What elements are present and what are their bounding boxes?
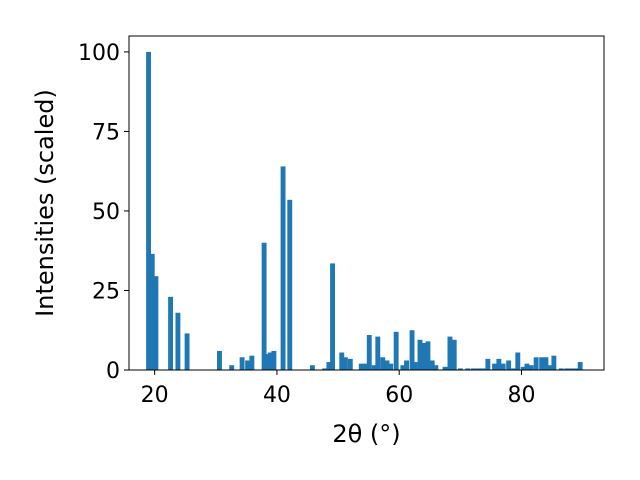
bar <box>577 362 583 370</box>
bar <box>271 350 277 370</box>
bar <box>543 357 549 370</box>
bar <box>465 368 471 370</box>
bar <box>524 363 530 370</box>
bar <box>485 358 491 370</box>
bar <box>409 330 415 370</box>
bar <box>149 253 155 370</box>
bar <box>564 368 570 370</box>
y-tick-label: 50 <box>92 200 120 225</box>
bar <box>239 357 245 370</box>
bar <box>388 363 394 370</box>
bar <box>371 365 377 370</box>
x-axis-ticks: 20 40 60 80 <box>141 370 535 408</box>
bar <box>547 365 553 370</box>
bar <box>347 358 353 370</box>
bar <box>496 358 502 370</box>
y-axis-ticks: 0 25 50 75 100 <box>78 41 129 384</box>
bar <box>425 341 431 370</box>
bar <box>433 365 439 370</box>
bar <box>551 355 557 370</box>
y-tick-label: 0 <box>106 359 120 384</box>
bar <box>280 166 286 370</box>
bar <box>375 336 381 370</box>
bar <box>249 355 255 370</box>
bar <box>342 357 348 370</box>
x-tick-label: 60 <box>385 383 413 408</box>
bar <box>261 242 267 370</box>
bar <box>400 365 406 370</box>
y-tick-label: 75 <box>92 120 120 145</box>
bar <box>175 312 181 370</box>
bar <box>267 352 273 370</box>
bar <box>421 342 427 370</box>
bars-group <box>146 51 583 371</box>
bar <box>384 360 390 370</box>
bar <box>475 368 481 370</box>
bar <box>457 368 463 370</box>
bar <box>153 276 159 370</box>
bar <box>362 363 368 370</box>
bar <box>366 335 372 370</box>
bar <box>500 363 506 370</box>
bar <box>558 368 564 370</box>
bar <box>506 360 512 370</box>
bar <box>520 366 526 370</box>
bar <box>229 365 235 370</box>
bar <box>393 331 399 370</box>
x-tick-label: 80 <box>507 383 535 408</box>
bar <box>309 365 315 370</box>
x-tick-label: 20 <box>141 383 169 408</box>
y-tick-label: 100 <box>78 41 120 66</box>
bar <box>568 368 574 370</box>
plot-frame <box>128 35 605 371</box>
y-axis-label: Intensities (scaled) <box>31 89 59 317</box>
y-tick-label: 25 <box>92 279 120 304</box>
bar <box>429 360 435 370</box>
x-axis-label: 2θ (°) <box>332 420 400 448</box>
bar <box>533 357 539 370</box>
bar <box>511 368 516 370</box>
bar <box>184 333 190 370</box>
bar <box>322 368 328 370</box>
bar <box>339 352 345 370</box>
bar <box>217 350 222 370</box>
bar <box>264 354 270 370</box>
bar <box>326 362 332 370</box>
bar <box>380 357 386 370</box>
bar <box>404 360 409 370</box>
bar <box>470 368 476 370</box>
bar <box>492 363 498 370</box>
bar <box>539 357 545 370</box>
bar <box>330 263 336 370</box>
x-tick-label: 40 <box>263 383 291 408</box>
bar <box>358 363 364 370</box>
bar <box>417 339 423 370</box>
bar <box>480 368 486 370</box>
bar <box>451 339 457 370</box>
bar <box>442 366 448 370</box>
bar <box>146 51 152 371</box>
bar <box>412 362 418 370</box>
bar <box>168 296 174 370</box>
bar <box>528 365 534 370</box>
bar <box>515 352 521 370</box>
bar <box>245 360 251 370</box>
bar <box>287 199 293 370</box>
bar <box>447 336 453 370</box>
bar <box>573 368 579 370</box>
